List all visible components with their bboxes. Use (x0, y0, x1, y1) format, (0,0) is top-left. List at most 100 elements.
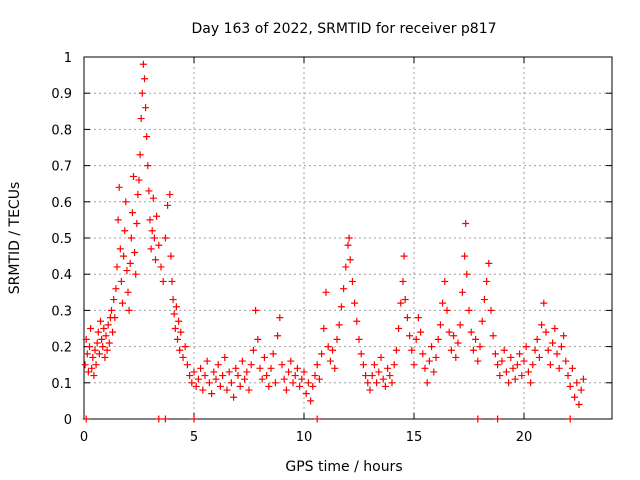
data-point (329, 346, 337, 354)
data-point (172, 303, 180, 311)
data-point (256, 364, 264, 372)
data-point (132, 270, 140, 278)
data-point (344, 241, 352, 249)
data-point (176, 346, 184, 354)
data-point (522, 343, 530, 351)
data-point (452, 353, 460, 361)
data-point (375, 368, 383, 376)
y-tick-label: 0.7 (51, 160, 72, 175)
data-point (203, 357, 211, 365)
data-point (400, 252, 408, 260)
data-point (579, 375, 587, 383)
data-point (120, 252, 128, 260)
y-tick-label: 0.3 (51, 304, 72, 319)
y-tick-label: 0.9 (51, 87, 72, 102)
data-point (84, 368, 92, 376)
data-point (436, 321, 444, 329)
data-point (421, 364, 429, 372)
y-tick-label: 0.6 (51, 196, 72, 211)
data-point (357, 350, 365, 358)
data-point (247, 361, 255, 369)
data-point (216, 382, 224, 390)
data-point (494, 361, 502, 369)
data-point (483, 277, 491, 285)
zero-marker (313, 415, 321, 423)
data-point (366, 386, 374, 394)
data-point (161, 234, 169, 242)
data-point (564, 372, 572, 380)
data-point (199, 386, 207, 394)
data-point (177, 328, 185, 336)
data-point (142, 104, 150, 112)
data-point (450, 332, 458, 340)
data-point (90, 372, 98, 380)
data-point (300, 368, 308, 376)
data-point (298, 375, 306, 383)
data-point (302, 390, 310, 398)
data-point (480, 296, 488, 304)
x-tick-label: 10 (296, 430, 313, 445)
data-point (401, 296, 409, 304)
data-point (174, 335, 181, 343)
data-point (152, 256, 159, 264)
data-point (166, 191, 174, 199)
data-point (309, 382, 317, 390)
data-point (507, 353, 515, 361)
data-point (223, 386, 231, 394)
data-point (478, 317, 486, 325)
data-point (108, 306, 115, 314)
data-point (125, 306, 133, 314)
data-point (93, 339, 101, 347)
data-point (123, 267, 131, 275)
y-axis-label: SRMTID / TECUs (7, 182, 23, 295)
data-point (243, 368, 251, 376)
data-point (313, 361, 321, 369)
data-point (197, 364, 205, 372)
data-point (566, 382, 574, 390)
data-point (447, 346, 455, 354)
data-point (131, 248, 139, 256)
zero-marker (82, 415, 90, 423)
data-point (219, 372, 227, 380)
data-point (95, 350, 103, 358)
data-point (282, 386, 290, 394)
data-point (575, 401, 583, 409)
data-point (335, 321, 343, 329)
data-point (89, 353, 97, 361)
data-point (291, 372, 299, 380)
data-point (472, 335, 480, 343)
data-point (456, 321, 464, 329)
zero-marker (566, 415, 574, 423)
data-point (112, 285, 120, 293)
data-point (274, 332, 282, 340)
data-point (87, 325, 95, 332)
zero-marker (161, 415, 169, 423)
data-point (212, 375, 220, 383)
data-point (221, 353, 229, 361)
data-point (147, 245, 155, 253)
data-point (368, 372, 376, 380)
data-point (265, 382, 273, 390)
data-point (143, 133, 151, 141)
data-point (443, 306, 451, 314)
data-points (81, 60, 587, 423)
data-point (538, 321, 546, 329)
data-point (533, 335, 541, 343)
data-point (293, 364, 301, 372)
data-point (474, 357, 482, 365)
zero-marker (155, 415, 163, 423)
data-point (496, 372, 504, 380)
data-point (271, 379, 279, 387)
y-tick-label: 1 (64, 51, 72, 66)
data-point (124, 288, 132, 296)
data-point (92, 361, 100, 369)
data-point (149, 194, 157, 202)
data-point (524, 368, 532, 376)
data-point (289, 379, 297, 387)
data-point (136, 151, 144, 159)
data-point (386, 372, 394, 380)
data-point (102, 332, 110, 340)
data-point (324, 343, 332, 351)
data-point (505, 379, 513, 387)
data-point (445, 328, 453, 336)
